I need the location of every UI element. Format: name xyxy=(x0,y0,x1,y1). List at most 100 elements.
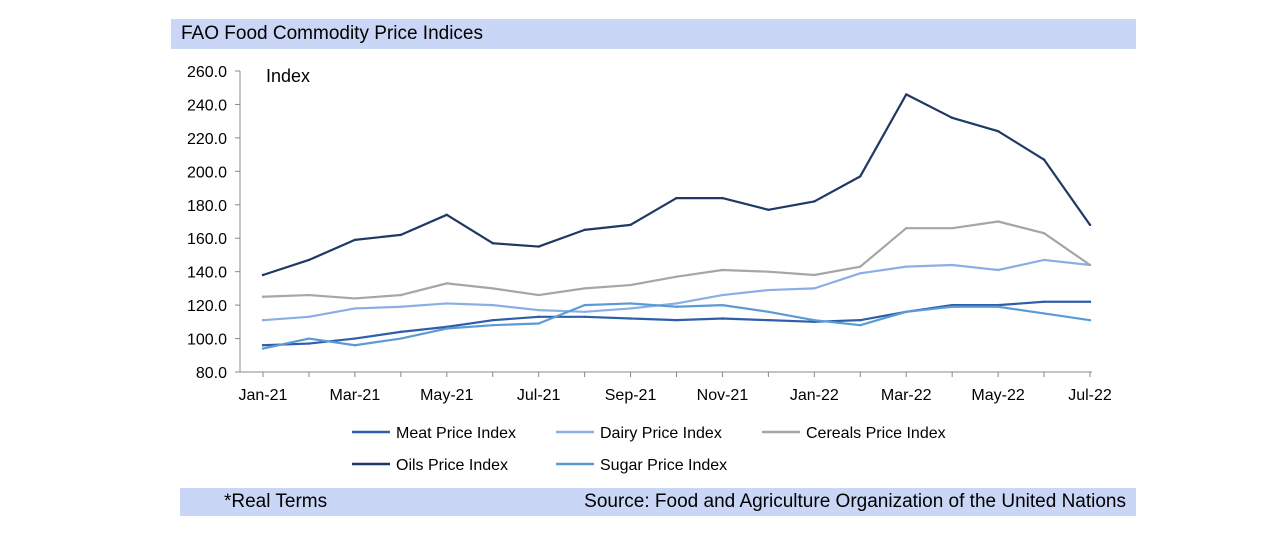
y-tick-label: 160.0 xyxy=(187,231,227,248)
data-point xyxy=(399,233,403,237)
x-tick-label: Sep-21 xyxy=(605,387,657,404)
x-tick-label: May-22 xyxy=(971,387,1024,404)
data-point xyxy=(307,315,311,319)
data-point xyxy=(1042,312,1046,315)
data-point xyxy=(1042,158,1046,161)
data-point xyxy=(813,273,816,277)
y-tick-label: 260.0 xyxy=(187,64,227,81)
data-point xyxy=(353,297,357,300)
data-point xyxy=(905,226,908,230)
data-point xyxy=(261,318,265,322)
data-point xyxy=(675,318,678,322)
legend-label: Sugar Price Index xyxy=(600,457,727,474)
data-point xyxy=(996,268,1000,272)
data-point xyxy=(767,208,770,211)
data-point xyxy=(399,293,403,297)
data-point xyxy=(1042,300,1046,303)
data-point xyxy=(399,305,403,308)
footer-note: *Real Terms xyxy=(224,491,328,512)
data-point xyxy=(950,305,954,308)
data-point xyxy=(537,245,540,248)
data-point xyxy=(491,303,494,307)
data-point xyxy=(721,268,724,272)
x-tick-label: Jan-22 xyxy=(790,387,839,404)
data-point xyxy=(491,242,494,245)
data-point xyxy=(950,226,954,230)
data-point xyxy=(307,293,311,297)
data-point xyxy=(629,223,632,227)
data-point xyxy=(491,287,494,290)
x-tick-label: May-21 xyxy=(420,387,473,404)
data-point xyxy=(353,344,357,347)
data-point xyxy=(629,317,632,320)
x-tick-label: Jan-21 xyxy=(239,387,288,404)
data-point xyxy=(491,323,494,327)
data-point xyxy=(307,342,311,345)
y-tick-label: 180.0 xyxy=(187,198,227,215)
data-point xyxy=(261,344,265,347)
legend-label: Cereals Price Index xyxy=(806,425,946,442)
data-point xyxy=(675,275,678,278)
x-tick-label: Mar-22 xyxy=(881,387,932,404)
chart-title: FAO Food Commodity Price Indices xyxy=(181,23,483,44)
legend-label: Meat Price Index xyxy=(396,425,516,442)
data-point xyxy=(721,317,724,320)
data-point xyxy=(950,263,954,267)
data-point xyxy=(1042,258,1046,262)
data-point xyxy=(859,175,862,178)
data-point xyxy=(445,282,448,285)
series-line-sugar-price-index xyxy=(261,302,1092,350)
series-line-dairy-price-index xyxy=(261,258,1092,322)
data-point xyxy=(767,318,770,322)
data-point xyxy=(859,272,862,275)
data-point xyxy=(675,302,678,305)
data-point xyxy=(353,307,357,310)
data-point xyxy=(537,293,540,297)
series-line-cereals-price-index xyxy=(261,220,1092,300)
data-point xyxy=(537,308,540,312)
data-point xyxy=(445,213,448,217)
data-point xyxy=(813,200,816,203)
data-point xyxy=(399,337,403,340)
data-point xyxy=(1088,223,1092,227)
data-point xyxy=(1042,232,1046,235)
data-point xyxy=(353,238,357,242)
y-tick-label: 240.0 xyxy=(187,97,227,114)
legend-label: Dairy Price Index xyxy=(600,425,722,442)
data-point xyxy=(583,315,586,319)
data-point xyxy=(583,287,586,290)
data-point xyxy=(261,347,265,350)
data-point xyxy=(721,293,724,297)
x-tick-label: Jul-22 xyxy=(1068,387,1112,404)
data-point xyxy=(1088,263,1092,267)
x-tick-label: Mar-21 xyxy=(330,387,381,404)
data-point xyxy=(859,323,862,327)
data-point xyxy=(307,337,311,340)
data-point xyxy=(629,302,632,305)
data-point xyxy=(859,318,862,322)
data-point xyxy=(261,273,265,277)
data-point xyxy=(583,310,586,313)
data-point xyxy=(996,130,1000,133)
title-bar: FAO Food Commodity Price Indices xyxy=(171,19,1136,49)
data-point xyxy=(537,315,540,319)
footer-bar: *Real Terms Source: Food and Agriculture… xyxy=(180,488,1136,516)
x-tick-label: Jul-21 xyxy=(517,387,561,404)
series-line-oils-price-index xyxy=(261,93,1092,277)
data-point xyxy=(399,330,403,334)
data-point xyxy=(767,288,770,292)
data-point xyxy=(996,305,1000,308)
data-point xyxy=(445,327,448,330)
data-point xyxy=(353,337,357,340)
y-tick-label: 200.0 xyxy=(187,164,227,181)
data-point xyxy=(767,310,770,313)
data-point xyxy=(583,303,586,307)
data-point xyxy=(629,307,632,310)
legend-label: Oils Price Index xyxy=(396,457,508,474)
data-point xyxy=(583,228,586,232)
data-point xyxy=(261,295,265,298)
data-point xyxy=(813,318,816,322)
data-point xyxy=(721,303,724,307)
y-axis-title: Index xyxy=(266,66,310,86)
